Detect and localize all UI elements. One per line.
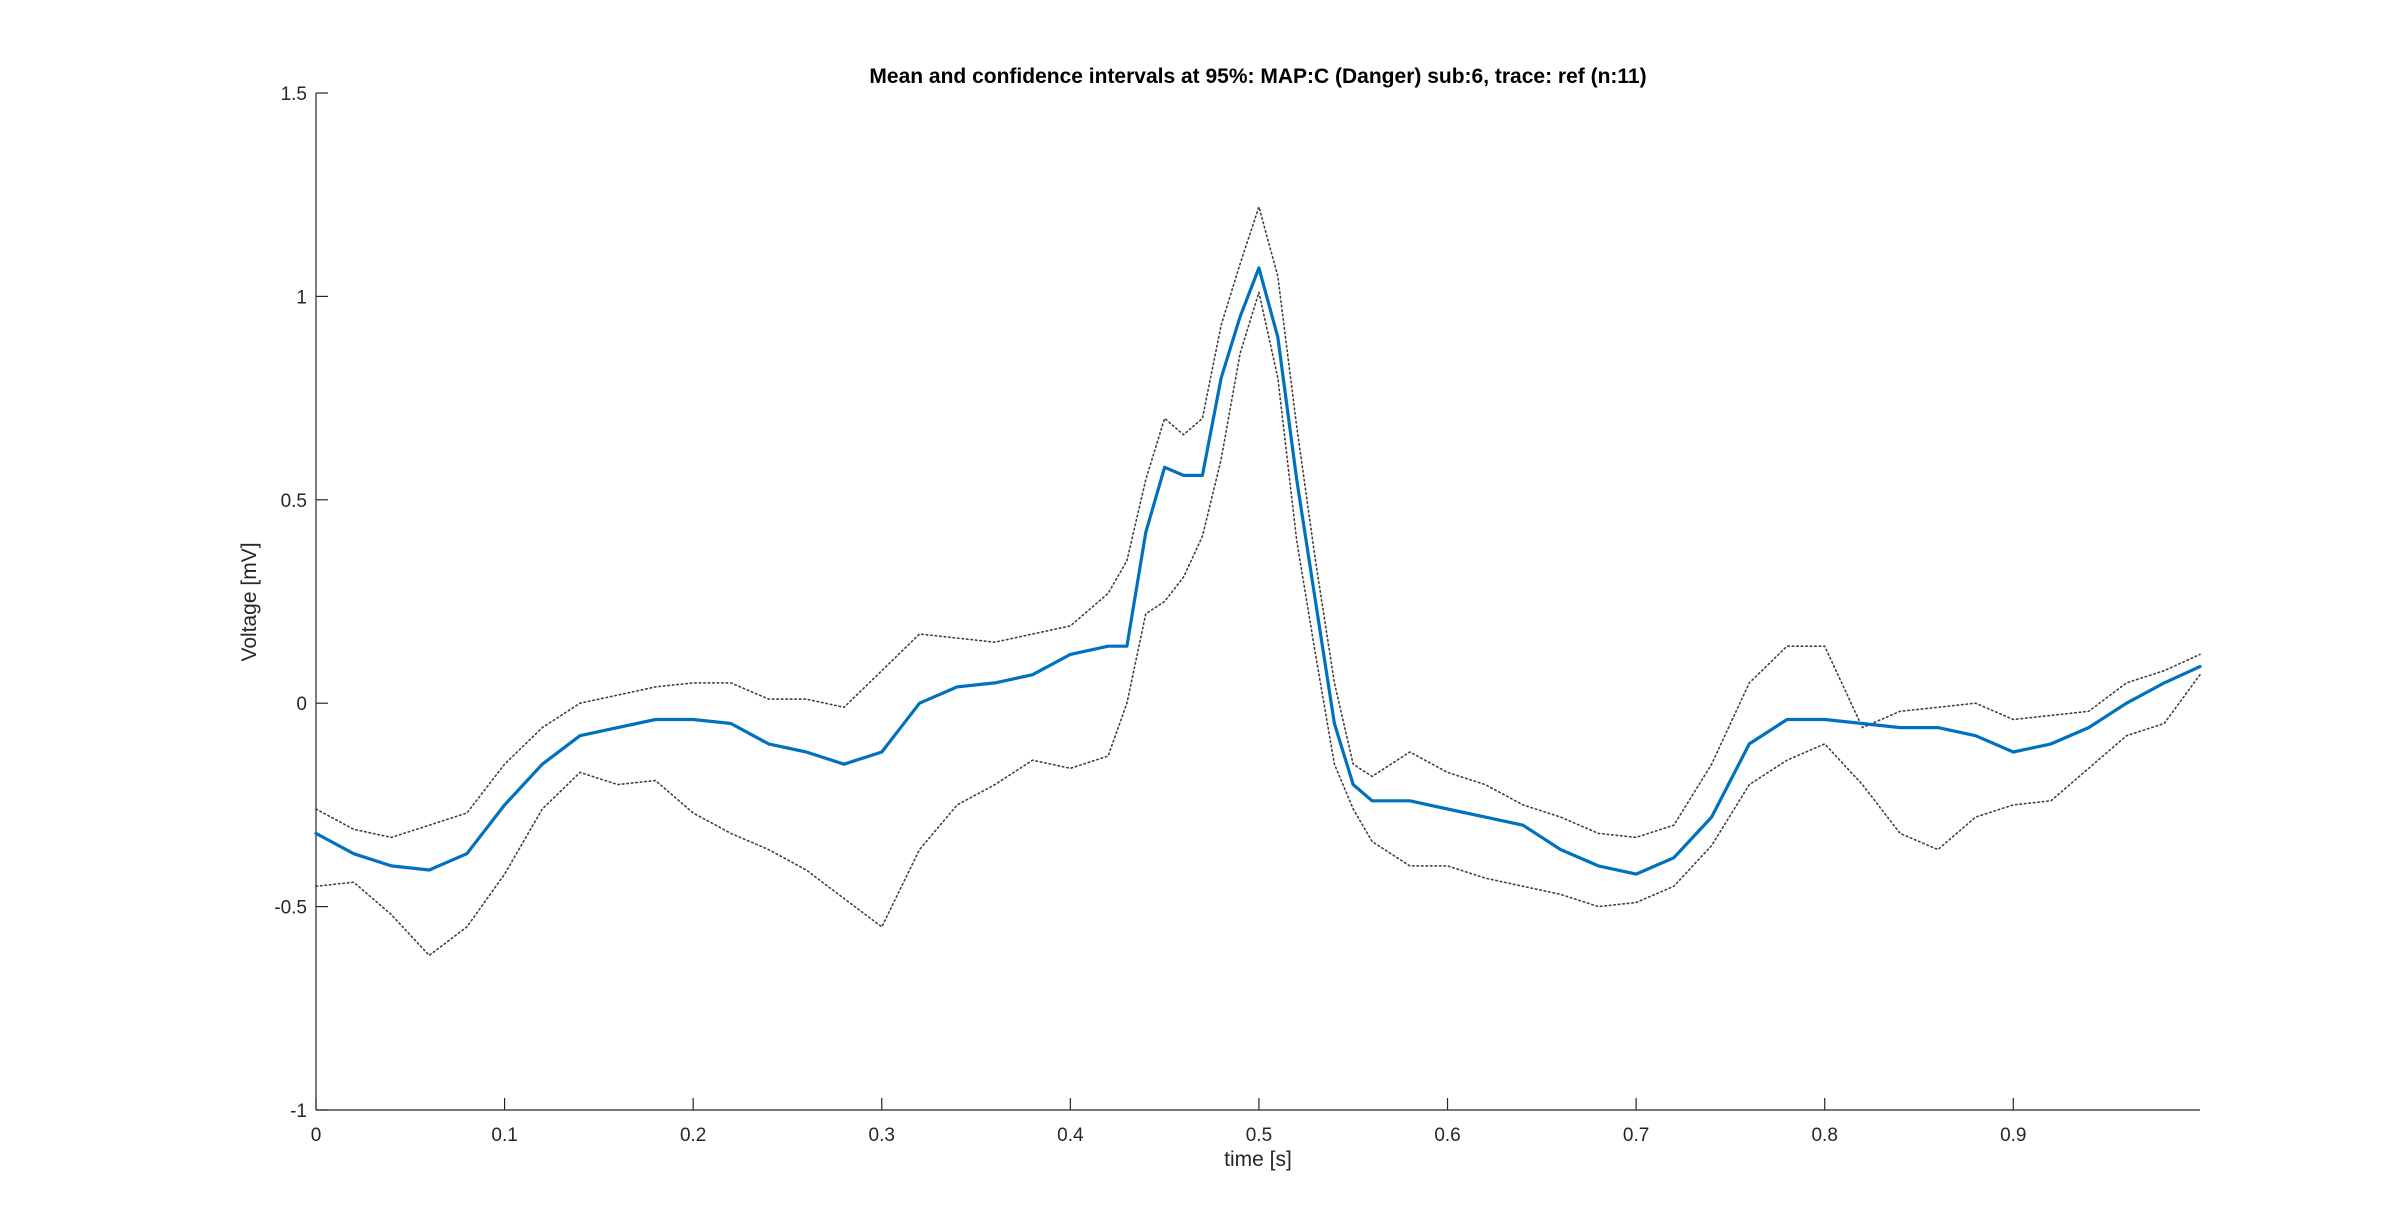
x-tick-label: 0.2 — [680, 1125, 706, 1146]
series-layer — [314, 206, 2202, 957]
x-ticks: 0 0.1 0.2 0.3 0.4 0.5 0.6 0.7 0.8 0.9 — [311, 1098, 2027, 1146]
x-tick-label: 0.7 — [1623, 1125, 1649, 1146]
plot-area: 0 0.1 0.2 0.3 0.4 0.5 0.6 0.7 0.8 0.9 -1 -0.5 0 0.5 1… — [274, 84, 2202, 1146]
y-tick-label: -0.5 — [274, 898, 307, 919]
x-tick-label: 0.8 — [1811, 1125, 1837, 1146]
x-axis-label: time [s] — [1224, 1148, 1292, 1171]
x-tick-label: 0.6 — [1434, 1125, 1460, 1146]
x-tick-label: 0.9 — [2000, 1125, 2026, 1146]
y-tick-label: 1.5 — [281, 84, 307, 105]
y-tick-label: 1 — [296, 287, 307, 308]
x-tick-label: 0.4 — [1057, 1125, 1084, 1146]
y-tick-label: -1 — [290, 1101, 307, 1122]
ci-upper-series-line — [315, 206, 2201, 839]
mean-series-line — [314, 266, 2202, 876]
y-tick-label: 0 — [296, 694, 307, 715]
x-tick-label: 0.5 — [1246, 1125, 1272, 1146]
y-ticks: -1 -0.5 0 0.5 1 1.5 — [274, 84, 328, 1122]
x-tick-label: 0 — [311, 1125, 322, 1146]
y-axis-label: Voltage [mV] — [238, 542, 261, 661]
x-tick-label: 0.1 — [491, 1125, 517, 1146]
y-tick-label: 0.5 — [281, 491, 307, 512]
ci-lower-series-line — [315, 291, 2201, 957]
chart-title: Mean and confidence intervals at 95%: MA… — [869, 65, 1646, 88]
x-tick-label: 0.3 — [869, 1125, 895, 1146]
